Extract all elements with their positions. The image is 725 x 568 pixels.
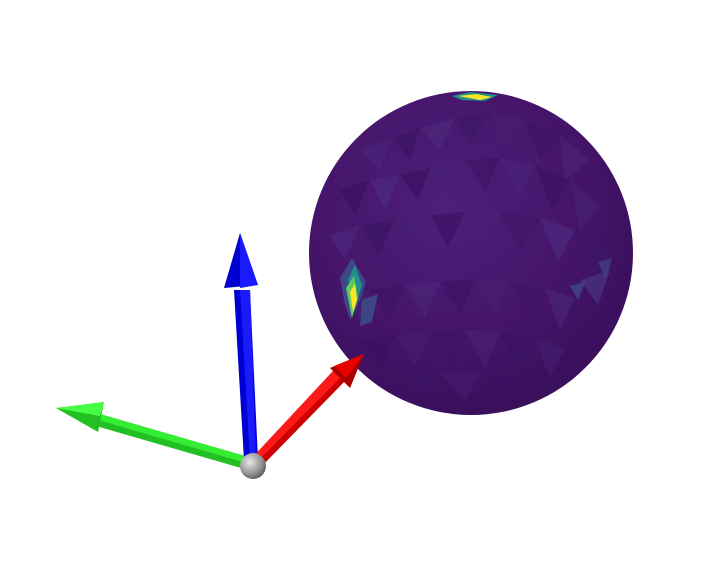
x-axis-arrow[interactable]	[250, 354, 364, 468]
mesh-sphere	[309, 91, 633, 415]
sphere-hotspots	[340, 92, 612, 326]
axes-gizmo[interactable]	[56, 233, 364, 479]
sphere-facets	[330, 112, 610, 402]
origin-sphere[interactable]	[240, 453, 266, 479]
sphere-surface	[309, 91, 633, 415]
z-axis-arrow[interactable]	[224, 233, 258, 460]
y-axis-arrow[interactable]	[56, 402, 252, 470]
